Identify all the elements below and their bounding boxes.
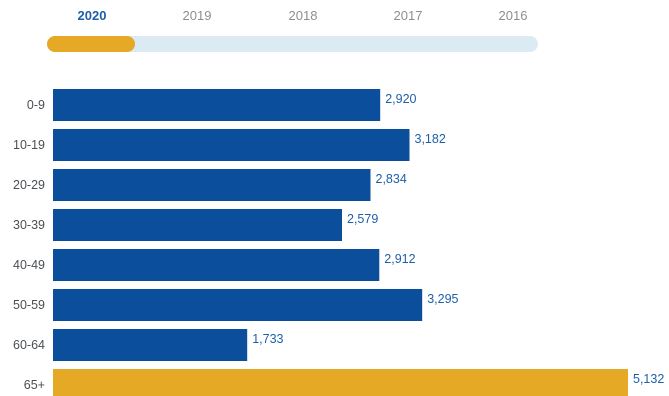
value-label: 2,912: [384, 252, 415, 266]
category-label: 0-9: [27, 98, 45, 112]
year-slider-track[interactable]: [47, 36, 538, 52]
bar-10-19[interactable]: [53, 129, 410, 161]
bar-40-49[interactable]: [53, 249, 380, 281]
tab-year-2018[interactable]: 2018: [288, 8, 318, 23]
bar-65+[interactable]: [53, 369, 628, 396]
value-label: 2,920: [385, 92, 416, 106]
category-label: 10-19: [13, 138, 45, 152]
tab-year-2019[interactable]: 2019: [182, 8, 212, 23]
bar-0-9[interactable]: [53, 89, 381, 121]
bar-30-39[interactable]: [53, 209, 342, 241]
value-label: 2,579: [347, 212, 378, 226]
category-label: 20-29: [13, 178, 45, 192]
value-label: 3,295: [427, 292, 458, 306]
bar-20-29[interactable]: [53, 169, 371, 201]
category-label: 30-39: [13, 218, 45, 232]
category-label: 60-64: [13, 338, 45, 352]
value-label: 5,132: [633, 372, 664, 386]
value-label: 1,733: [252, 332, 283, 346]
year-tabs: 2020 2019 2018 2017 2016: [0, 0, 669, 34]
category-label: 40-49: [13, 258, 45, 272]
bar-50-59[interactable]: [53, 289, 423, 321]
year-slider-fill[interactable]: [47, 36, 135, 52]
tab-year-2016[interactable]: 2016: [498, 8, 528, 23]
bar-60-64[interactable]: [53, 329, 248, 361]
tab-year-2017[interactable]: 2017: [393, 8, 423, 23]
tab-year-2020[interactable]: 2020: [77, 8, 107, 23]
category-label: 50-59: [13, 298, 45, 312]
category-label: 65+: [24, 378, 45, 392]
value-label: 2,834: [376, 172, 407, 186]
value-label: 3,182: [415, 132, 446, 146]
